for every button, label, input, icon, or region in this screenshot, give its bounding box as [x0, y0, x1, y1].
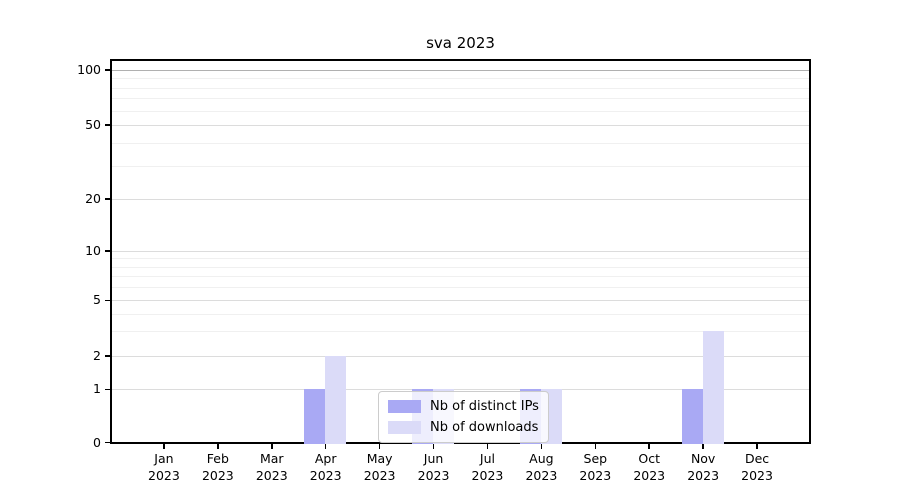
- x-axis-label: Apr 2023: [296, 450, 356, 484]
- x-axis-label: Dec 2023: [727, 450, 787, 484]
- x-axis-label-month: Aug: [529, 451, 554, 466]
- y-axis-label: 5: [93, 292, 101, 308]
- y-axis-label: 2: [93, 347, 101, 363]
- x-axis-label-year: 2023: [687, 468, 720, 483]
- gridline-major: [112, 199, 809, 200]
- y-axis-label: 1: [93, 381, 101, 397]
- x-axis-label-year: 2023: [148, 468, 180, 483]
- x-axis-label-month: Dec: [744, 451, 770, 466]
- gridline-major: [112, 389, 809, 391]
- bar-nb-of-downloads: [325, 355, 347, 444]
- gridline-minor: [112, 313, 809, 315]
- gridline-major: [112, 300, 809, 302]
- x-axis-label-month: Feb: [206, 451, 229, 466]
- x-axis-tick: [217, 444, 219, 449]
- x-axis-label-month: Apr: [314, 451, 337, 466]
- gridline-minor: [112, 276, 809, 278]
- gridline-minor: [112, 258, 809, 260]
- x-axis-label: Sep 2023: [565, 450, 625, 484]
- x-axis-label-month: Jul: [479, 451, 495, 466]
- x-axis-label-year: 2023: [309, 468, 342, 483]
- x-axis-label-year: 2023: [579, 468, 612, 483]
- gridline-minor: [112, 143, 809, 145]
- x-axis-label-year: 2023: [417, 468, 450, 483]
- x-axis-tick: [378, 444, 381, 449]
- y-axis-tick: [105, 124, 110, 126]
- gridline-minor: [112, 78, 809, 80]
- bar-nb-of-downloads: [702, 331, 724, 444]
- x-axis-label-year: 2023: [525, 468, 558, 483]
- gridline-minor: [112, 87, 809, 89]
- y-axis-label: 10: [85, 243, 101, 258]
- y-axis-tick: [105, 388, 110, 391]
- y-axis-label: 100: [77, 62, 101, 77]
- chart-title: sva 2023: [426, 34, 495, 52]
- x-axis-tick: [163, 444, 165, 449]
- legend-item: Nb of distinct IPs: [388, 399, 539, 414]
- x-axis-label-month: Mar: [259, 451, 284, 466]
- x-axis-label-year: 2023: [741, 468, 773, 483]
- gridline-major: [112, 70, 809, 71]
- gridline-minor: [112, 266, 809, 268]
- x-axis-label-year: 2023: [201, 468, 234, 483]
- gridline-minor: [112, 110, 809, 112]
- legend-item: Nb of downloads: [388, 420, 539, 435]
- x-axis-tick: [324, 444, 327, 449]
- bar-nb-of-distinct-ips: [304, 389, 326, 444]
- gridline-major: [112, 355, 809, 357]
- x-axis-tick: [702, 444, 704, 449]
- y-axis-tick: [105, 441, 110, 444]
- x-axis-label: Feb 2023: [188, 450, 248, 484]
- x-axis-label-month: Jan: [154, 451, 174, 466]
- x-axis-tick: [271, 444, 273, 449]
- x-axis-label-year: 2023: [363, 468, 396, 483]
- x-axis-label: Jun 2023: [404, 450, 464, 484]
- y-axis-tick: [105, 69, 110, 71]
- x-axis-label: Jan 2023: [134, 450, 194, 484]
- legend-label: Nb of downloads: [430, 420, 539, 435]
- y-axis-label: 50: [85, 117, 101, 132]
- y-axis-tick: [105, 355, 110, 357]
- x-axis-label-month: Nov: [690, 451, 716, 466]
- x-axis-label: Aug 2023: [511, 450, 571, 484]
- bar-nb-of-distinct-ips: [681, 389, 703, 444]
- x-axis-tick: [486, 444, 489, 449]
- x-axis-tick: [432, 444, 435, 449]
- y-axis-tick: [105, 198, 110, 200]
- gridline-minor: [112, 166, 809, 168]
- gridline-major: [112, 251, 809, 252]
- x-axis-label: Nov 2023: [673, 450, 733, 484]
- x-axis-label-month: Sep: [583, 451, 608, 466]
- legend-swatch: [388, 400, 421, 413]
- x-axis-tick: [594, 444, 597, 449]
- legend: Nb of distinct IPs Nb of downloads: [378, 391, 549, 443]
- x-axis-tick: [540, 444, 543, 449]
- x-axis-label: Mar 2023: [242, 450, 302, 484]
- x-axis-tick: [648, 444, 650, 449]
- x-axis-label-month: Oct: [638, 451, 661, 466]
- gridline-minor: [112, 331, 809, 333]
- gridline-minor: [112, 98, 809, 100]
- x-axis-label: Oct 2023: [619, 450, 679, 484]
- y-axis-label: 0: [93, 434, 101, 450]
- x-axis-label: Jul 2023: [457, 450, 517, 484]
- gridline-minor: [112, 287, 809, 289]
- legend-swatch: [388, 421, 421, 434]
- x-axis-label-year: 2023: [633, 468, 666, 483]
- x-axis-label-month: May: [366, 451, 393, 466]
- x-axis-label-year: 2023: [471, 468, 504, 483]
- x-axis-label-year: 2023: [255, 468, 288, 483]
- gridline-major: [112, 125, 809, 126]
- y-axis-tick: [105, 299, 110, 302]
- x-axis-tick: [756, 444, 758, 449]
- x-axis-label-month: Jun: [423, 451, 444, 466]
- y-axis-tick: [105, 250, 110, 252]
- plot-area: [110, 59, 811, 444]
- y-axis-label: 20: [85, 191, 101, 206]
- legend-label: Nb of distinct IPs: [430, 399, 539, 414]
- x-axis-label: May 2023: [350, 450, 410, 484]
